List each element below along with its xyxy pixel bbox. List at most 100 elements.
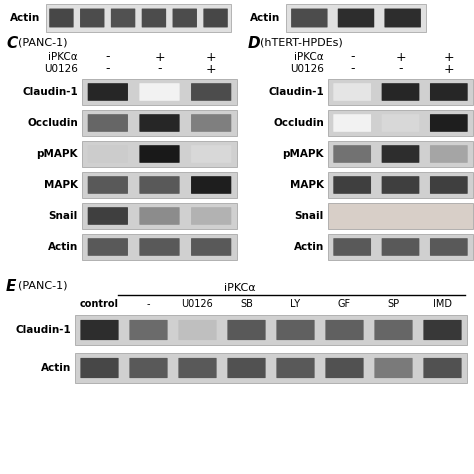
FancyBboxPatch shape (430, 145, 468, 163)
FancyBboxPatch shape (88, 114, 128, 132)
Text: MAPK: MAPK (290, 180, 324, 190)
FancyBboxPatch shape (178, 320, 217, 340)
FancyBboxPatch shape (191, 238, 231, 256)
FancyBboxPatch shape (333, 83, 371, 101)
Text: U0126: U0126 (290, 64, 324, 74)
Text: pMAPK: pMAPK (283, 149, 324, 159)
Text: U0126: U0126 (44, 64, 78, 74)
FancyBboxPatch shape (291, 9, 328, 27)
Text: Claudin-1: Claudin-1 (15, 325, 71, 335)
Bar (82, 79, 237, 105)
FancyBboxPatch shape (191, 83, 231, 101)
Text: C: C (6, 36, 17, 51)
FancyBboxPatch shape (191, 145, 231, 163)
Text: Snail: Snail (295, 211, 324, 221)
FancyBboxPatch shape (173, 9, 197, 27)
Text: Actin: Actin (250, 13, 280, 23)
FancyBboxPatch shape (382, 238, 419, 256)
Text: Occludin: Occludin (273, 118, 324, 128)
FancyBboxPatch shape (49, 9, 73, 27)
Text: D: D (248, 36, 261, 51)
FancyBboxPatch shape (191, 114, 231, 132)
Text: GF: GF (338, 299, 351, 309)
FancyBboxPatch shape (142, 9, 166, 27)
FancyBboxPatch shape (382, 114, 419, 132)
Text: U0126: U0126 (182, 299, 213, 309)
Text: -: - (106, 63, 110, 75)
Bar (328, 203, 473, 229)
FancyBboxPatch shape (276, 320, 315, 340)
Text: (PANC-1): (PANC-1) (18, 37, 67, 47)
Text: +: + (206, 51, 217, 64)
Bar (82, 141, 237, 167)
FancyBboxPatch shape (325, 320, 364, 340)
Text: LY: LY (291, 299, 301, 309)
Text: Actin: Actin (48, 242, 78, 252)
FancyBboxPatch shape (88, 238, 128, 256)
FancyBboxPatch shape (129, 358, 168, 378)
Text: pMAPK: pMAPK (36, 149, 78, 159)
FancyBboxPatch shape (139, 207, 180, 225)
Text: control: control (80, 299, 119, 309)
FancyBboxPatch shape (88, 83, 128, 101)
FancyBboxPatch shape (338, 9, 374, 27)
FancyBboxPatch shape (203, 9, 228, 27)
FancyBboxPatch shape (333, 176, 371, 194)
Bar (328, 110, 473, 136)
Text: Claudin-1: Claudin-1 (268, 87, 324, 97)
FancyBboxPatch shape (80, 9, 104, 27)
Text: +: + (206, 63, 217, 75)
Bar (82, 234, 237, 260)
FancyBboxPatch shape (88, 207, 128, 225)
Text: SP: SP (387, 299, 400, 309)
FancyBboxPatch shape (423, 320, 462, 340)
Text: Actin: Actin (41, 363, 71, 373)
Text: +: + (154, 51, 165, 64)
FancyBboxPatch shape (81, 320, 118, 340)
FancyBboxPatch shape (382, 176, 419, 194)
Text: (hTERT-HPDEs): (hTERT-HPDEs) (260, 37, 343, 47)
FancyBboxPatch shape (333, 114, 371, 132)
FancyBboxPatch shape (139, 176, 180, 194)
Bar (82, 172, 237, 198)
FancyBboxPatch shape (81, 358, 118, 378)
Text: Occludin: Occludin (27, 118, 78, 128)
FancyBboxPatch shape (333, 145, 371, 163)
FancyBboxPatch shape (191, 176, 231, 194)
Text: Actin: Actin (294, 242, 324, 252)
Text: -: - (350, 51, 355, 64)
Bar (328, 79, 473, 105)
Bar (328, 172, 473, 198)
FancyBboxPatch shape (178, 358, 217, 378)
FancyBboxPatch shape (191, 207, 231, 225)
Bar (286, 4, 426, 32)
FancyBboxPatch shape (430, 176, 468, 194)
FancyBboxPatch shape (333, 238, 371, 256)
FancyBboxPatch shape (88, 145, 128, 163)
Text: -: - (398, 63, 403, 75)
FancyBboxPatch shape (382, 83, 419, 101)
FancyBboxPatch shape (228, 358, 265, 378)
Text: MAPK: MAPK (44, 180, 78, 190)
Text: -: - (106, 51, 110, 64)
FancyBboxPatch shape (129, 320, 168, 340)
FancyBboxPatch shape (325, 358, 364, 378)
FancyBboxPatch shape (430, 114, 468, 132)
FancyBboxPatch shape (139, 114, 180, 132)
Text: SB: SB (240, 299, 253, 309)
FancyBboxPatch shape (374, 320, 413, 340)
FancyBboxPatch shape (382, 145, 419, 163)
FancyBboxPatch shape (430, 238, 468, 256)
FancyBboxPatch shape (139, 145, 180, 163)
Text: -: - (157, 63, 162, 75)
FancyBboxPatch shape (111, 9, 135, 27)
FancyBboxPatch shape (88, 176, 128, 194)
Text: (PANC-1): (PANC-1) (18, 280, 67, 290)
Text: iPKCα: iPKCα (224, 283, 256, 293)
Bar (46, 4, 231, 32)
FancyBboxPatch shape (276, 358, 315, 378)
Text: +: + (444, 51, 454, 64)
FancyBboxPatch shape (228, 320, 265, 340)
FancyBboxPatch shape (139, 238, 180, 256)
Text: iPKCα: iPKCα (294, 52, 324, 62)
